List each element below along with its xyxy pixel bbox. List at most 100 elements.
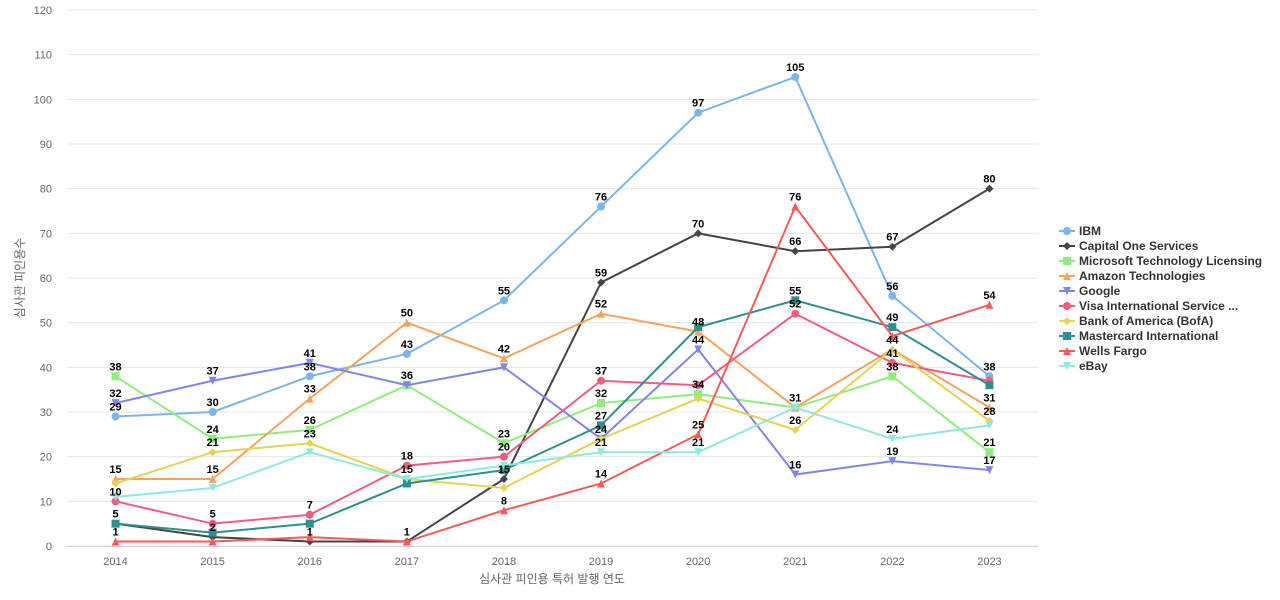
data-label: 55 — [498, 285, 510, 297]
legend-item[interactable]: Microsoft Technology Licensing — [1059, 254, 1262, 268]
series-9 — [111, 403, 994, 501]
data-label: 41 — [304, 348, 316, 360]
legend-item[interactable]: Bank of America (BofA) — [1059, 314, 1213, 328]
data-point — [985, 403, 994, 412]
data-point — [694, 327, 703, 336]
x-tick-label: 2017 — [395, 556, 419, 568]
data-point — [888, 323, 897, 332]
x-tick-label: 2016 — [298, 556, 322, 568]
data-label: 23 — [304, 428, 316, 440]
data-point — [985, 300, 994, 309]
data-label: 38 — [886, 361, 898, 373]
data-point — [597, 202, 606, 211]
data-point — [208, 537, 217, 546]
data-point — [305, 533, 314, 542]
legend-item[interactable]: Google — [1059, 284, 1121, 298]
data-label: 1 — [307, 527, 313, 539]
grid-lines — [67, 9, 1038, 547]
data-point — [111, 519, 120, 528]
legend-item[interactable]: Amazon Technologies — [1059, 269, 1206, 283]
data-label: 24 — [595, 424, 608, 436]
legend-label: Capital One Services — [1079, 239, 1199, 253]
data-point — [499, 461, 508, 470]
data-point — [985, 421, 994, 430]
y-tick-label: 120 — [34, 5, 52, 17]
data-point — [597, 479, 606, 488]
data-point — [597, 399, 606, 408]
data-point — [791, 73, 800, 81]
data-point — [208, 434, 217, 443]
data-point — [888, 345, 897, 354]
data-label: 56 — [886, 281, 898, 293]
legend-marker — [1063, 317, 1071, 325]
data-label: 59 — [595, 267, 607, 279]
data-point — [305, 372, 314, 381]
data-label: 24 — [886, 424, 899, 436]
data-label: 42 — [498, 343, 510, 355]
data-label: 76 — [789, 192, 801, 204]
series-line — [115, 347, 990, 476]
data-point — [694, 345, 703, 354]
data-point — [694, 430, 703, 439]
data-label: 10 — [109, 486, 121, 498]
legend-item[interactable]: eBay — [1059, 359, 1108, 373]
x-tick-label: 2019 — [589, 556, 613, 568]
legend-marker — [1063, 302, 1071, 310]
legend-item[interactable]: Mastercard International — [1059, 329, 1218, 343]
data-label: 31 — [983, 393, 995, 405]
data-point — [111, 475, 120, 483]
data-point — [694, 323, 703, 332]
data-point — [305, 394, 314, 403]
data-label: 28 — [983, 406, 995, 418]
data-label: 105 — [786, 62, 804, 74]
data-point — [888, 332, 897, 341]
data-point — [694, 448, 703, 457]
data-label: 18 — [401, 451, 413, 463]
series-line — [115, 375, 991, 453]
data-label: 44 — [886, 334, 899, 346]
legend-label: Google — [1079, 284, 1121, 298]
legend-item[interactable]: Visa International Service ... — [1059, 299, 1238, 313]
data-label: 38 — [304, 361, 316, 373]
y-tick-label: 40 — [40, 362, 52, 374]
y-tick-label: 80 — [40, 184, 52, 196]
data-point — [499, 483, 508, 492]
legend-label: IBM — [1079, 224, 1101, 238]
data-label: 25 — [692, 419, 704, 431]
x-tick-label: 2015 — [200, 556, 224, 568]
legend-label: eBay — [1079, 359, 1108, 373]
data-label: 52 — [595, 299, 607, 311]
data-label: 32 — [109, 388, 121, 400]
legend-item[interactable]: Wells Fargo — [1059, 344, 1147, 358]
data-point — [985, 381, 994, 390]
data-label: 52 — [789, 299, 801, 311]
series-1 — [111, 184, 994, 546]
legend-item[interactable]: IBM — [1059, 224, 1101, 238]
data-point — [985, 466, 994, 475]
data-label: 48 — [692, 317, 704, 329]
data-label: 32 — [595, 388, 607, 400]
y-axis-tick-labels: 0 10 20 30 40 50 60 70 80 90 100 110 120 — [34, 5, 52, 553]
x-tick-label: 2014 — [103, 556, 127, 568]
y-tick-label: 20 — [40, 452, 52, 464]
data-point — [694, 394, 703, 403]
data-label: 16 — [789, 460, 801, 472]
data-point — [888, 358, 897, 367]
x-tick-label: 2018 — [492, 556, 516, 568]
data-point — [888, 457, 897, 466]
data-label: 17 — [983, 455, 995, 467]
x-axis-tick-labels: 2014 2015 2016 2017 2018 2019 2020 2021 2022 2023 — [103, 556, 1001, 568]
series-2 — [111, 372, 994, 457]
data-label: 15 — [109, 464, 121, 476]
legend-item[interactable]: Capital One Services — [1059, 239, 1199, 253]
data-label: 14 — [595, 468, 608, 480]
data-point — [791, 296, 800, 305]
data-point — [208, 376, 217, 385]
data-label: 37 — [207, 366, 219, 378]
data-label: 70 — [692, 218, 704, 230]
y-tick-label: 100 — [34, 94, 52, 106]
data-point — [597, 278, 606, 287]
series-line — [115, 406, 990, 498]
y-tick-label: 90 — [40, 139, 52, 151]
y-tick-label: 110 — [34, 50, 52, 62]
